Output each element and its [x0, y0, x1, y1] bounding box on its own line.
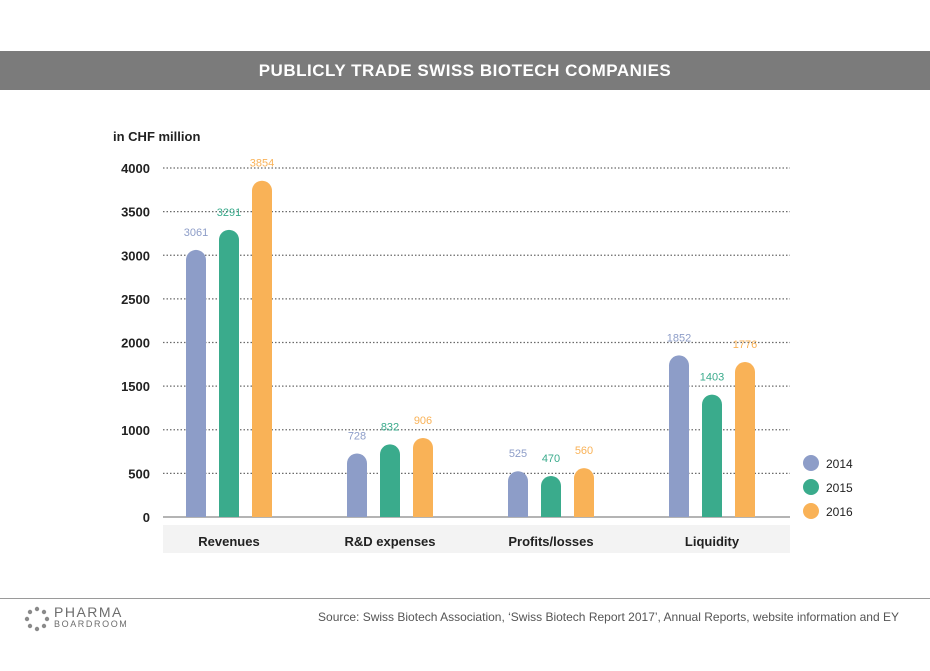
- y-tick-label: 1500: [121, 379, 150, 394]
- bar-2016: [735, 362, 755, 517]
- data-label: 832: [381, 421, 399, 433]
- data-label: 3854: [250, 158, 274, 170]
- footer-divider: [0, 598, 930, 599]
- bar-2016: [252, 180, 272, 517]
- y-tick-label: 2500: [121, 292, 150, 307]
- bar-2014: [186, 249, 206, 517]
- y-tick-label: 3500: [121, 205, 150, 220]
- category-label: Revenues: [198, 534, 259, 549]
- bar-chart: in CHF million 0 500 1000 1500 2000 2500 3000 35…: [113, 129, 853, 553]
- legend-label-2016: 2016: [826, 505, 853, 519]
- legend-swatch-2015: [803, 479, 819, 495]
- data-label: 3061: [184, 227, 208, 239]
- data-label: 728: [348, 430, 366, 442]
- bar-2016: [574, 468, 594, 517]
- category-band: [163, 525, 790, 553]
- data-label: 560: [575, 445, 593, 457]
- category-label: Profits/losses: [508, 534, 593, 549]
- category-label: R&D expenses: [344, 534, 435, 549]
- bar-2014: [347, 453, 367, 517]
- bar-2016: [413, 437, 433, 517]
- data-label: 1403: [700, 372, 724, 384]
- legend-swatch-2014: [803, 455, 819, 471]
- legend-label-2014: 2014: [826, 457, 853, 471]
- pharma-boardroom-logo: PHARMA BOARDROOM: [24, 604, 164, 632]
- chart-title: PUBLICLY TRADE SWISS BIOTECH COMPANIES: [258, 60, 672, 80]
- y-tick-label: 4000: [121, 161, 150, 176]
- data-label: 525: [509, 448, 527, 460]
- data-label: 1776: [733, 339, 757, 351]
- bar-2014: [508, 471, 528, 517]
- data-label: 906: [414, 415, 432, 427]
- y-tick-label: 3000: [121, 248, 150, 263]
- y-tick-label: 2000: [121, 336, 150, 351]
- data-label: 470: [542, 453, 560, 465]
- source-note: Source: Swiss Biotech Association, ‘Swis…: [318, 610, 899, 624]
- y-axis-label: in CHF million: [113, 129, 200, 144]
- legend-label-2015: 2015: [826, 481, 853, 495]
- category-label: Liquidity: [685, 534, 740, 549]
- data-label: 1852: [667, 332, 691, 344]
- logo-text-boardroom: BOARDROOM: [54, 619, 129, 629]
- logo-text-pharma: PHARMA: [54, 604, 123, 620]
- bar-2015: [380, 444, 400, 517]
- bar-2014: [669, 355, 689, 517]
- logo-dots-icon: [24, 606, 50, 632]
- bar-2015: [219, 229, 239, 518]
- data-label: 3291: [217, 207, 241, 219]
- legend-swatch-2016: [803, 503, 819, 519]
- y-tick-label: 1000: [121, 423, 150, 438]
- title-bar: PUBLICLY TRADE SWISS BIOTECH COMPANIES: [0, 51, 930, 90]
- y-tick-label: 0: [143, 510, 150, 525]
- bar-2015: [541, 475, 561, 517]
- bar-2015: [702, 394, 722, 517]
- y-tick-label: 500: [128, 466, 150, 481]
